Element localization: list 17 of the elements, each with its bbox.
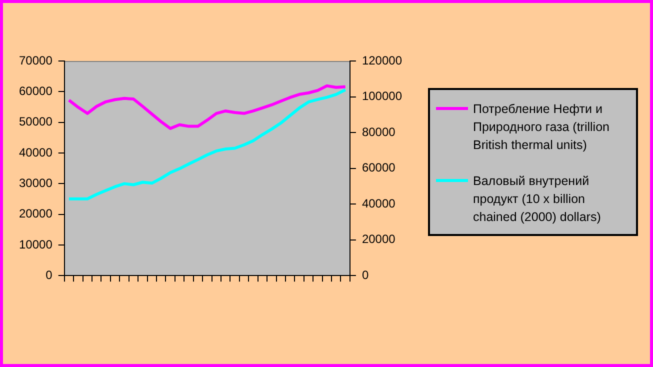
y-tick-label: 10000 (18, 237, 53, 252)
y2-tick-label: 80000 (362, 124, 396, 139)
y2-tick-label: 20000 (362, 232, 396, 246)
legend-label: Валовый внутрений продукт (10 x billion chained (2000) dollars) (473, 173, 602, 226)
y2-tick-label: 60000 (362, 160, 396, 175)
y2-tick-label: 120000 (362, 53, 402, 68)
y-tick-label: 60000 (18, 84, 53, 98)
y-tick-label: 70000 (18, 53, 53, 68)
y2-tick-label: 0 (362, 268, 369, 282)
y-tick-label: 40000 (18, 145, 53, 160)
y-tick-label: 50000 (18, 114, 53, 129)
legend-label: Потребление Нефти и Природного газа (trillion British thermal units) (473, 101, 610, 154)
y-tick-label: 20000 (18, 206, 53, 221)
y2-tick-label: 40000 (362, 196, 396, 210)
y-tick-label: 30000 (18, 176, 53, 190)
y2-tick-label: 100000 (362, 89, 402, 104)
y-tick-label: 0 (46, 268, 53, 282)
